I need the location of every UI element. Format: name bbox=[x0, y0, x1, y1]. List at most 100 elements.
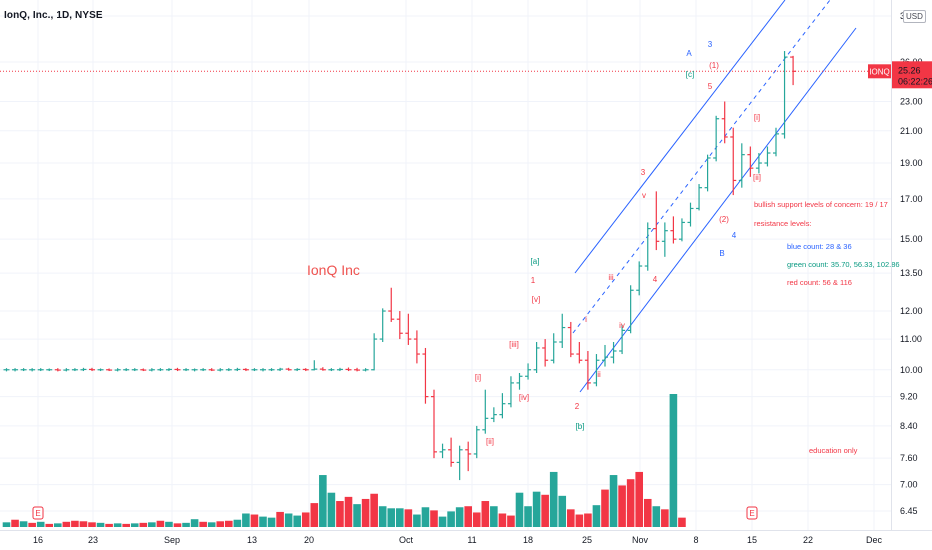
y-tick-label: 7.00 bbox=[900, 480, 918, 490]
channel-median-line bbox=[572, 0, 831, 334]
volume-bar bbox=[661, 509, 669, 527]
wave-label: [ii] bbox=[753, 173, 761, 182]
volume-bar bbox=[293, 515, 301, 527]
symbol-tag-label: IONQ bbox=[869, 67, 889, 76]
volume-bar bbox=[592, 505, 601, 527]
volume-bar bbox=[11, 519, 19, 527]
ohlc-bars bbox=[3, 51, 797, 481]
note-blue-count: blue count: 28 & 36 bbox=[787, 242, 852, 251]
time-axis[interactable]: 16 23 Sep 13 20 Oct 11 18 25 Nov 8 15 22 Dec bbox=[33, 535, 883, 545]
volume-bar bbox=[387, 508, 396, 527]
earnings-marker: E bbox=[746, 506, 758, 520]
volume-bar bbox=[284, 513, 293, 527]
wave-label: v bbox=[642, 191, 646, 200]
earnings-marker: E bbox=[32, 506, 44, 520]
volume-bar bbox=[207, 522, 216, 527]
earnings-marker-label: E bbox=[35, 509, 40, 518]
volume-bar bbox=[413, 514, 421, 527]
volume-bar bbox=[71, 520, 79, 527]
x-tick-label: 16 bbox=[33, 535, 43, 545]
wave-label: [v] bbox=[532, 295, 540, 304]
x-tick-label: 25 bbox=[582, 535, 592, 545]
volume-bar bbox=[113, 523, 122, 527]
y-tick-label: 21.00 bbox=[900, 126, 923, 136]
volume-bar bbox=[567, 509, 575, 527]
volume-bar bbox=[447, 511, 455, 527]
note-resistance: resistance levels: bbox=[754, 219, 812, 228]
volume-bar bbox=[165, 521, 173, 527]
volume-bar bbox=[122, 523, 130, 527]
volume-bar bbox=[524, 506, 532, 527]
y-tick-label: 19.00 bbox=[900, 158, 923, 168]
volume-bar bbox=[216, 521, 225, 527]
volume-bar bbox=[267, 517, 276, 527]
wave-label: (1) bbox=[709, 61, 719, 70]
y-tick-label: 11.00 bbox=[900, 334, 922, 344]
volume-bar bbox=[336, 501, 344, 527]
channel-upper-line bbox=[574, 0, 786, 274]
volume-bar bbox=[652, 506, 661, 527]
x-tick-label: 15 bbox=[747, 535, 757, 545]
wave-label: 3 bbox=[708, 40, 713, 49]
volume-bar bbox=[250, 514, 259, 527]
volume-bar bbox=[455, 507, 464, 527]
volume-bar bbox=[515, 492, 524, 527]
volume-bar bbox=[558, 495, 567, 527]
wave-label: [c] bbox=[686, 70, 694, 79]
volume-bar bbox=[54, 523, 62, 527]
volume-bar bbox=[327, 492, 336, 527]
volume-bar bbox=[139, 522, 148, 527]
y-tick-label: 12.00 bbox=[900, 306, 923, 316]
volume-bar bbox=[378, 506, 387, 527]
x-tick-label: Oct bbox=[399, 535, 414, 545]
trend-channel bbox=[572, 0, 857, 393]
earnings-marker-box bbox=[32, 506, 44, 520]
price-axis[interactable]: 3026.0023.0021.0019.0017.0015.0013.5012.… bbox=[900, 11, 923, 516]
volume-bar bbox=[353, 504, 361, 527]
x-tick-label: 20 bbox=[304, 535, 314, 545]
volume-bar bbox=[635, 471, 643, 527]
annotations: bullish support levels of concern: 19 / … bbox=[32, 200, 900, 520]
volume-bar bbox=[62, 521, 71, 527]
y-tick-label: 9.20 bbox=[900, 392, 918, 402]
wave-label: [b] bbox=[576, 422, 585, 431]
volume-bar bbox=[45, 523, 54, 527]
volume-bars bbox=[2, 394, 686, 527]
x-tick-label: Dec bbox=[866, 535, 883, 545]
y-tick-label: 13.50 bbox=[900, 268, 923, 278]
wave-label: B bbox=[719, 249, 724, 258]
volume-bar bbox=[259, 516, 267, 527]
volume-bar bbox=[36, 521, 45, 527]
volume-bar bbox=[301, 512, 310, 527]
volume-bar bbox=[498, 513, 507, 527]
wave-label: iv bbox=[619, 321, 625, 330]
wave-label: A bbox=[686, 49, 692, 58]
volume-bar bbox=[490, 506, 498, 527]
volume-bar bbox=[173, 523, 182, 527]
wave-label: i bbox=[585, 315, 587, 324]
volume-bar bbox=[464, 506, 472, 527]
wave-label: iii bbox=[608, 273, 614, 282]
volume-bar bbox=[678, 517, 686, 527]
volume-bar bbox=[233, 519, 242, 527]
volume-bar bbox=[344, 496, 353, 527]
volume-bar bbox=[319, 475, 327, 527]
volume-bar bbox=[96, 522, 105, 527]
price-tag-box bbox=[892, 61, 932, 89]
volume-bar bbox=[669, 394, 678, 527]
y-tick-label: 17.00 bbox=[900, 194, 923, 204]
price-tag-value: 25.26 bbox=[898, 65, 921, 75]
volume-bar bbox=[199, 521, 207, 527]
volume-bar bbox=[421, 507, 430, 527]
volume-bar bbox=[156, 520, 165, 527]
volume-bar bbox=[28, 522, 36, 527]
volume-bar bbox=[472, 512, 481, 527]
x-tick-label: 13 bbox=[247, 535, 257, 545]
volume-bar bbox=[584, 513, 592, 527]
volume-bar bbox=[430, 510, 438, 527]
volume-bar bbox=[609, 475, 618, 527]
volume-bar bbox=[276, 511, 284, 527]
currency-badge[interactable]: USD bbox=[903, 10, 926, 23]
